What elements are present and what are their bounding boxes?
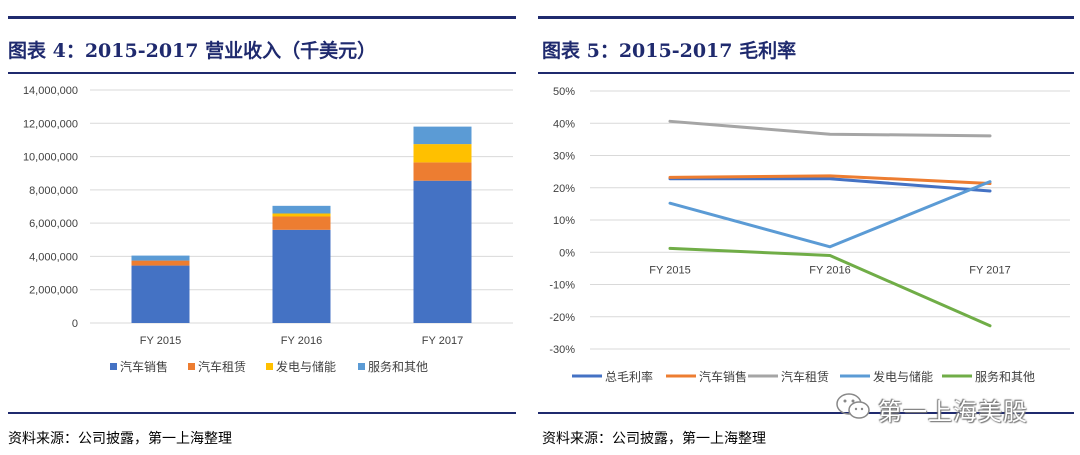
left-title-rule (8, 72, 516, 74)
legend-swatch (110, 363, 117, 370)
legend-label: 总毛利率 (605, 369, 653, 384)
y-tick-label: -20% (549, 312, 575, 324)
series-line (668, 177, 992, 193)
series-line (668, 180, 992, 249)
x-tick-label: FY 2017 (969, 264, 1010, 276)
legend-label: 服务和其他 (368, 359, 428, 374)
bar-segment (413, 144, 472, 163)
bar-segment (272, 213, 331, 217)
series-line (668, 174, 992, 186)
legend-label: 汽车租赁 (198, 359, 246, 374)
gross-margin-line-chart: -30% -20% -10% 0% 10% 20% 30% 40% 50% FY 2015 FY 2… (549, 86, 1070, 384)
x-tick-label: FY 2016 (281, 335, 322, 347)
series-line (668, 246, 992, 328)
x-tick-label: FY 2015 (649, 264, 690, 276)
wechat-icon (836, 393, 870, 419)
bar-segment (131, 255, 190, 261)
bar-segment (131, 260, 190, 266)
legend-label: 汽车租赁 (781, 369, 829, 384)
y-tick-label: 40% (553, 118, 575, 130)
right-title-rule (538, 72, 1074, 74)
y-tick-label: 10% (553, 215, 575, 227)
legend-label: 汽车销售 (120, 359, 168, 374)
y-tick-label: 2,000,000 (29, 285, 78, 297)
y-tick-label: 4,000,000 (29, 251, 78, 263)
left-top-rule (8, 16, 516, 19)
legend-label: 汽车销售 (699, 369, 747, 384)
legend-swatch (358, 363, 365, 370)
y-tick-label: 30% (553, 151, 575, 163)
y-tick-label: 0% (559, 247, 575, 259)
bar-segment (272, 216, 331, 230)
bar-segment (131, 265, 190, 323)
x-tick-label: FY 2015 (140, 335, 181, 347)
bar-segment (413, 180, 472, 323)
y-tick-label: 12,000,000 (23, 118, 78, 130)
legend-swatch (188, 363, 195, 370)
revenue-source-note: 资料来源：公司披露，第一上海整理 (8, 431, 232, 447)
y-tick-label: 6,000,000 (29, 218, 78, 230)
series-line (668, 119, 992, 138)
x-tick-label: FY 2017 (422, 335, 463, 347)
wechat-watermark: 第一上海美股 (834, 390, 1054, 426)
y-tick-label: 20% (553, 183, 575, 195)
left-bottom-rule (8, 412, 516, 414)
y-tick-label: 10,000,000 (23, 152, 78, 164)
margin-source-note: 资料来源：公司披露，第一上海整理 (542, 431, 766, 447)
margin-chart-title: 图表 5：2015-2017 毛利率 (542, 40, 797, 62)
bar-segment (272, 229, 331, 323)
revenue-chart-title: 图表 4：2015-2017 营业收入（千美元） (8, 40, 377, 62)
y-tick-label: -10% (549, 280, 575, 292)
bar-segment (413, 126, 472, 145)
y-tick-label: -30% (549, 344, 575, 356)
y-tick-label: 0 (72, 318, 78, 330)
bar-segment (413, 162, 472, 181)
watermark-text: 第一上海美股 (878, 398, 1028, 426)
y-tick-label: 50% (553, 86, 575, 98)
right-top-rule (538, 16, 1074, 19)
legend-label: 发电与储能 (873, 369, 933, 384)
y-tick-label: 8,000,000 (29, 185, 78, 197)
legend-label: 发电与储能 (276, 359, 336, 374)
x-tick-label: FY 2016 (809, 264, 850, 276)
right-bottom-rule (538, 412, 1074, 414)
bar-segment (272, 205, 331, 214)
legend-label: 服务和其他 (975, 369, 1035, 384)
legend-swatch (266, 363, 273, 370)
revenue-stacked-bar-chart: 0 2,000,000 4,000,000 6,000,000 8,000,000 10,… (23, 85, 513, 374)
y-tick-label: 14,000,000 (23, 85, 78, 97)
